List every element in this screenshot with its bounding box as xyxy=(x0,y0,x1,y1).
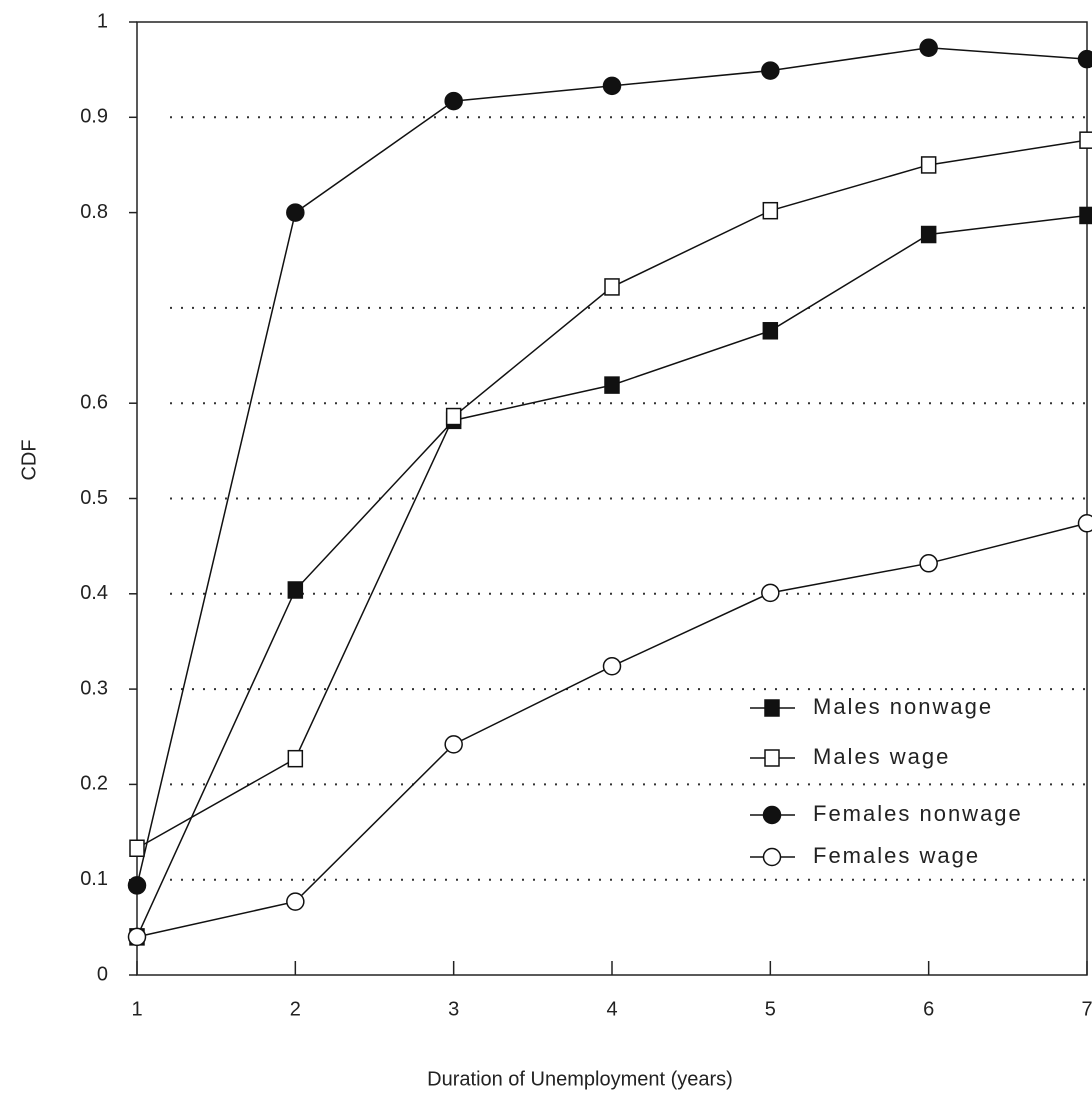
data-point xyxy=(762,201,779,220)
y-tick-label: 0 xyxy=(97,963,108,985)
y-tick-label: 0.3 xyxy=(80,677,108,699)
series-line xyxy=(136,214,1088,938)
data-point xyxy=(761,61,780,80)
data-point xyxy=(127,876,147,895)
x-tick-label: 3 xyxy=(448,998,459,1020)
data-point xyxy=(1079,131,1092,149)
x-tick-label: 2 xyxy=(290,998,301,1020)
y-tick-label: 0.1 xyxy=(80,868,108,890)
data-point xyxy=(604,376,620,394)
data-point xyxy=(445,407,462,426)
data-point xyxy=(920,156,937,174)
legend-marker xyxy=(764,749,780,767)
y-tick-label: 0.2 xyxy=(80,773,108,795)
data-point xyxy=(444,735,463,754)
data-point xyxy=(761,583,780,603)
data-point xyxy=(286,203,305,222)
series-line xyxy=(136,139,1088,849)
legend-label: Males nonwage xyxy=(813,694,993,719)
data-point xyxy=(920,225,937,244)
x-tick-label: 1 xyxy=(131,998,142,1020)
data-point xyxy=(287,749,304,768)
legend-marker xyxy=(764,699,780,717)
y-tick-label: 0.4 xyxy=(80,582,108,604)
data-point xyxy=(602,76,622,96)
legend-marker xyxy=(762,805,782,825)
x-axis-label: Duration of Unemployment (years) xyxy=(427,1068,733,1090)
data-point xyxy=(604,278,620,296)
x-tick-label: 7 xyxy=(1081,998,1092,1020)
data-point xyxy=(1079,206,1092,225)
data-point xyxy=(127,927,147,947)
legend-label: Females wage xyxy=(813,843,980,868)
data-point xyxy=(919,38,938,57)
data-point xyxy=(602,656,622,676)
x-tick-label: 4 xyxy=(606,998,617,1020)
y-tick-label: 1 xyxy=(97,10,108,32)
y-axis-label: CDF xyxy=(18,439,40,480)
data-point xyxy=(1077,514,1092,533)
y-tick-label: 0.5 xyxy=(80,487,108,509)
data-point xyxy=(919,554,938,573)
x-tick-label: 5 xyxy=(765,998,776,1020)
legend-label: Males wage xyxy=(813,744,950,769)
data-point xyxy=(1077,49,1092,69)
data-point xyxy=(286,892,305,911)
y-tick-label: 0.9 xyxy=(80,106,108,128)
y-tick-label: 0.8 xyxy=(80,201,108,223)
legend-label: Females nonwage xyxy=(813,801,1023,826)
data-point xyxy=(287,581,304,599)
x-tick-label: 6 xyxy=(923,998,934,1020)
data-point xyxy=(762,322,779,340)
data-point xyxy=(129,839,145,858)
y-tick-label: 0.6 xyxy=(80,391,108,413)
data-point xyxy=(444,91,463,111)
legend-marker xyxy=(762,847,782,867)
series-line xyxy=(136,522,1088,938)
